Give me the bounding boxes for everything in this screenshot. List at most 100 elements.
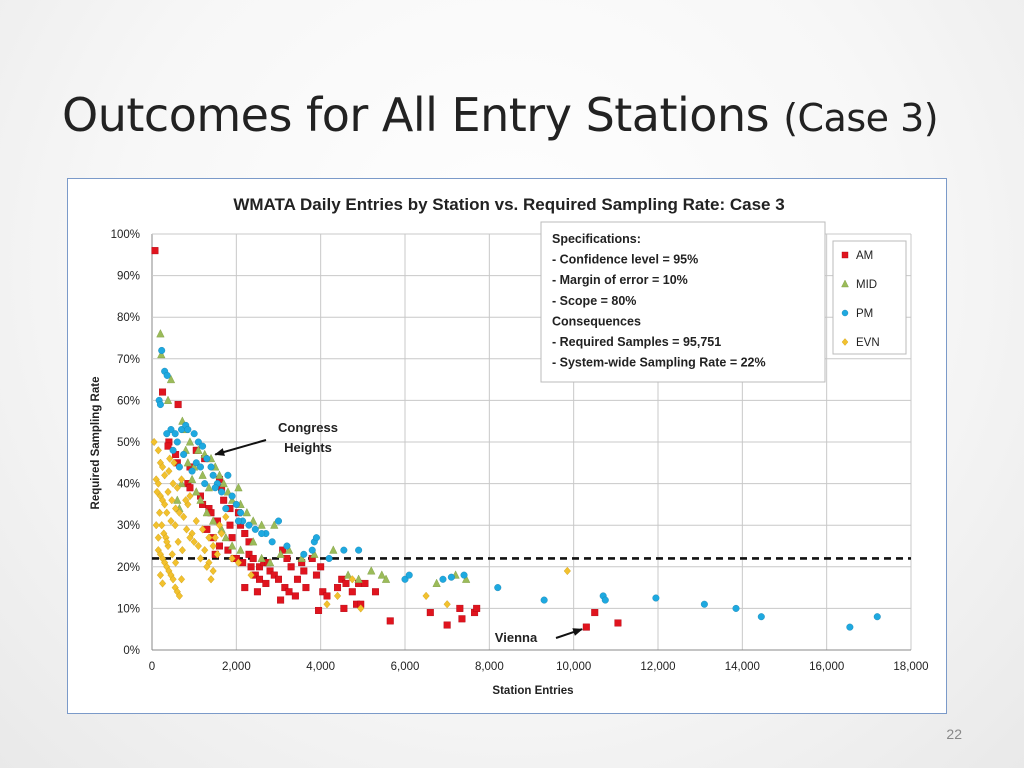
am-point (241, 530, 249, 538)
mid-point (194, 445, 203, 454)
spec-line: - Margin of error = 10% (552, 273, 688, 287)
x-tick-label: 0 (149, 661, 155, 673)
y-tick-label: 10% (117, 603, 140, 615)
am-point (342, 579, 350, 587)
evn-point (333, 591, 342, 601)
pm-point (652, 594, 660, 602)
evn-point (169, 479, 177, 488)
legend-label-mid: MID (856, 279, 877, 291)
evn-point (247, 571, 255, 580)
pm-point (601, 596, 609, 604)
evn-point (234, 558, 243, 567)
am-point (247, 563, 255, 571)
evn-point (357, 604, 365, 613)
mid-point (202, 507, 211, 517)
pm-point (190, 430, 198, 438)
evn-point (166, 454, 174, 463)
chart-tick-labels: 0 2,000 4,000 6,000 8,000 10,000 12,000 14,000 1… (111, 229, 929, 673)
pm-point (173, 438, 181, 446)
evn-point (211, 533, 219, 542)
am-point (277, 596, 285, 604)
y-tick-label: 80% (117, 312, 140, 324)
mid-point (185, 437, 195, 446)
pm-point (732, 604, 740, 612)
spec-line: - Confidence level = 95% (552, 253, 698, 267)
mid-point (343, 570, 353, 579)
evn-point (443, 600, 451, 609)
am-point (285, 588, 293, 596)
mid-point (270, 520, 279, 529)
x-tick-label: 2,000 (222, 661, 251, 673)
pm-point (251, 525, 259, 533)
mid-point (209, 516, 218, 525)
evn-point (171, 521, 179, 530)
am-point (226, 521, 234, 529)
chart-frame: WMATA Daily Entries by Station vs. Requi… (67, 178, 947, 714)
evn-point (218, 529, 226, 538)
am-point (302, 584, 310, 592)
mid-point (215, 470, 224, 479)
mid-point (297, 553, 306, 562)
am-point (164, 442, 172, 450)
pm-point (300, 550, 308, 558)
am-point (159, 388, 167, 396)
y-tick-label: 70% (117, 354, 140, 366)
am-point (340, 604, 348, 612)
pm-point (171, 430, 179, 438)
evn-point (199, 525, 207, 534)
legend-marker-evn (841, 338, 849, 346)
am-point (334, 584, 342, 592)
pm-point (228, 492, 236, 500)
evn-point (183, 525, 191, 534)
spec-line: Specifications: (552, 232, 641, 246)
am-point (473, 604, 481, 612)
pm-point (232, 500, 240, 508)
y-tick-label: 0% (123, 645, 140, 657)
pm-point (355, 546, 363, 554)
pm-point (234, 517, 242, 525)
am-point (458, 615, 466, 623)
mid-point (227, 495, 237, 504)
pm-point (196, 463, 204, 471)
pm-point (460, 571, 468, 579)
congress-heights-label: Heights (284, 440, 332, 455)
x-tick-label: 16,000 (809, 661, 844, 673)
data-points (150, 247, 881, 631)
evn-point (422, 591, 430, 601)
am-point (291, 592, 299, 600)
evn-point (177, 575, 186, 584)
pm-point (325, 554, 333, 562)
mid-point (173, 495, 182, 504)
evn-point (156, 571, 164, 580)
legend-marker-mid (841, 279, 849, 288)
mid-point (432, 578, 441, 587)
pm-point (184, 426, 192, 434)
evn-point (174, 537, 182, 546)
evn-point (163, 508, 171, 517)
evn-point (154, 446, 162, 455)
am-point (287, 563, 295, 571)
am-point (426, 609, 434, 617)
pm-point (201, 480, 209, 488)
am-point (319, 588, 327, 596)
pm-point (308, 546, 316, 554)
evn-point (172, 504, 180, 513)
mid-point (204, 483, 214, 492)
am-point (241, 584, 249, 592)
mid-point (284, 545, 294, 554)
mid-point (187, 474, 197, 483)
am-point (262, 579, 270, 587)
am-point (245, 550, 253, 558)
evn-point (186, 491, 194, 501)
evn-point (175, 508, 183, 517)
am-point (348, 588, 356, 596)
evn-point (213, 550, 221, 559)
x-tick-label: 8,000 (475, 661, 504, 673)
mid-point (242, 507, 251, 517)
x-tick-label: 10,000 (556, 661, 591, 673)
am-point (300, 567, 308, 575)
pm-point (211, 484, 219, 492)
pm-point (540, 596, 548, 604)
am-point (266, 567, 274, 575)
x-tick-label: 6,000 (391, 661, 420, 673)
